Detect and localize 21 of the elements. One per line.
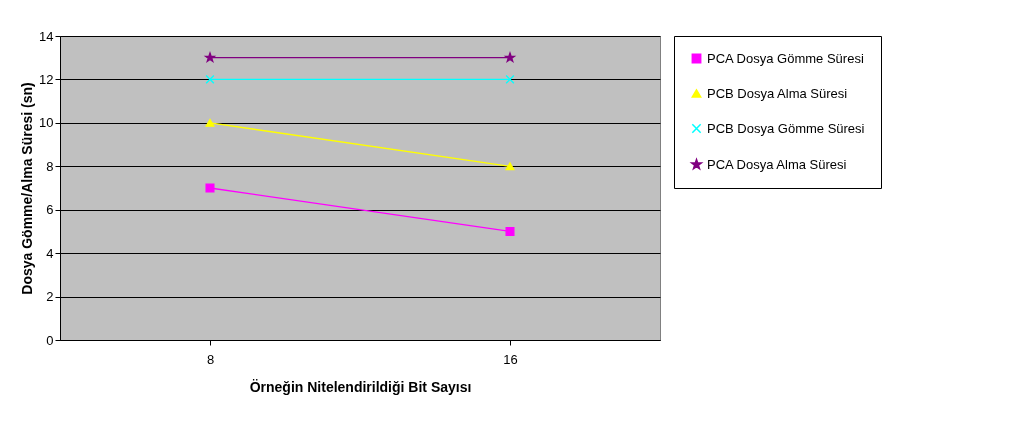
point (504, 52, 516, 63)
y-tick-label: 12 (39, 71, 54, 87)
y-tick-label: 6 (46, 202, 54, 218)
x-axis-title: Örneğin Nitelendirildiği Bit Sayısı (249, 378, 472, 395)
legend-label: PCA Dosya Gömme Süresi (707, 50, 864, 66)
legend-label: PCB Dosya Gömme Süresi (707, 120, 865, 136)
point (205, 183, 215, 193)
y-tick-label: 2 (46, 289, 54, 305)
y-axis-title: Dosya Gömme/Alma Süresi (sn) (19, 82, 36, 295)
point (505, 74, 515, 84)
legend-label: PCB Dosya Alma Süresi (707, 85, 848, 101)
y-tick-label: 14 (39, 28, 54, 44)
y-tick-label: 8 (46, 158, 54, 174)
point (505, 226, 515, 236)
legend-label: PCA Dosya Alma Süresi (707, 156, 847, 172)
y-tick-label: 4 (46, 245, 54, 261)
x-tick-label: 16 (503, 351, 518, 367)
y-tick-label: 0 (46, 332, 54, 348)
point (205, 74, 215, 84)
point (204, 52, 216, 63)
y-tick-label: 10 (39, 115, 54, 131)
